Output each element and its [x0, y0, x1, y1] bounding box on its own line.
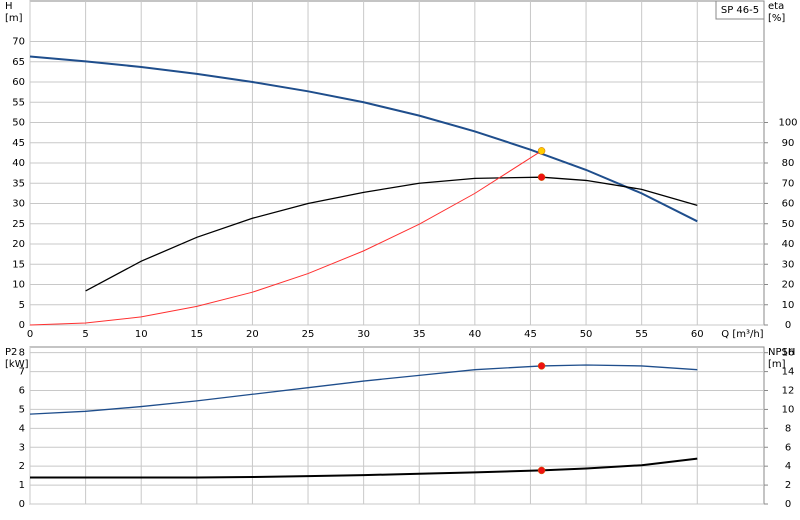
- y-tick-label: 0: [19, 320, 25, 331]
- y2-tick-label: 50: [782, 219, 795, 230]
- y2-tick-label: 90: [782, 138, 795, 149]
- x-tick-label: 5: [82, 329, 88, 340]
- y2-tick-label: 0: [785, 499, 791, 510]
- x-tick-label: 50: [580, 329, 593, 340]
- y-tick-label: 55: [12, 97, 25, 108]
- curve: [29, 55, 698, 223]
- legend-box: [715, 0, 765, 20]
- x-tick-label: 45: [524, 329, 537, 340]
- x-tick-label: 35: [413, 329, 426, 340]
- y-tick-label: 70: [12, 37, 25, 48]
- y-tick-label: 7: [19, 367, 25, 378]
- x-tick-label: 15: [190, 329, 203, 340]
- y-axis-label: H: [5, 1, 13, 12]
- y-tick-label: 40: [12, 158, 25, 169]
- y2-tick-label: 40: [782, 239, 795, 250]
- y-tick-label: 0: [19, 499, 25, 510]
- x-tick-label: 0: [27, 329, 33, 340]
- y2-axis-label: [%]: [768, 13, 785, 24]
- y2-tick-label: 2: [785, 480, 791, 491]
- y2-tick-label: 80: [782, 158, 795, 169]
- y2-tick-label: 30: [782, 259, 795, 270]
- y2-tick-label: 16: [782, 348, 795, 359]
- y-axis-label: P2: [5, 347, 17, 358]
- y-tick-label: 1: [19, 480, 25, 491]
- y2-tick-label: 8: [785, 423, 791, 434]
- curve: [29, 364, 698, 415]
- y2-axis-label: [m]: [768, 359, 786, 370]
- y-tick-label: 8: [19, 348, 25, 359]
- y-tick-label: 3: [19, 442, 25, 453]
- plot-area: [29, 346, 765, 505]
- y-axis-label: [m]: [5, 13, 23, 24]
- curve: [30, 457, 698, 479]
- y2-tick-label: 10: [782, 300, 795, 311]
- x-tick-label: 60: [691, 329, 704, 340]
- duty-point: [537, 173, 546, 181]
- y-tick-label: 25: [12, 219, 25, 230]
- y-tick-label: 5: [19, 404, 25, 415]
- x-axis-label: Q [m³/h]: [721, 329, 763, 340]
- y2-tick-label: 20: [782, 280, 795, 291]
- y2-tick-label: 6: [785, 442, 791, 453]
- y-tick-label: 60: [12, 77, 25, 88]
- y-tick-label: 10: [12, 280, 25, 291]
- duty-point: [537, 466, 546, 475]
- x-tick-label: 25: [302, 329, 315, 340]
- y-tick-label: 35: [12, 178, 25, 189]
- y2-tick-label: 70: [782, 178, 795, 189]
- x-tick-label: 20: [246, 329, 259, 340]
- x-tick-label: 40: [468, 329, 481, 340]
- y-tick-label: 6: [19, 386, 25, 397]
- duty-point: [537, 362, 546, 370]
- y-tick-label: 4: [19, 423, 25, 434]
- y2-tick-label: 100: [778, 118, 797, 129]
- y2-tick-label: 12: [782, 386, 795, 397]
- y2-tick-label: 0: [785, 320, 791, 331]
- y2-axis-label: NPSH: [768, 347, 795, 358]
- y2-tick-label: 14: [782, 367, 795, 378]
- y-tick-label: 50: [12, 118, 25, 129]
- y2-tick-label: 4: [785, 461, 791, 472]
- x-tick-label: 55: [635, 329, 648, 340]
- y-tick-label: 30: [12, 199, 25, 210]
- legend-label: SP 46-5: [721, 5, 759, 16]
- y-tick-label: 45: [12, 138, 25, 149]
- curve: [85, 176, 698, 292]
- y-tick-label: 15: [12, 259, 25, 270]
- y2-tick-label: 60: [782, 199, 795, 210]
- curve: [29, 150, 542, 326]
- y2-tick-label: 10: [782, 404, 795, 415]
- x-tick-label: 10: [135, 329, 148, 340]
- y-tick-label: 20: [12, 239, 25, 250]
- y-axis-label: [kW]: [5, 359, 29, 370]
- y-tick-label: 65: [12, 57, 25, 68]
- duty-point: [537, 147, 546, 155]
- y-tick-label: 2: [19, 461, 25, 472]
- y-tick-label: 5: [19, 300, 25, 311]
- x-tick-label: 30: [357, 329, 370, 340]
- y2-axis-label: eta: [768, 1, 784, 12]
